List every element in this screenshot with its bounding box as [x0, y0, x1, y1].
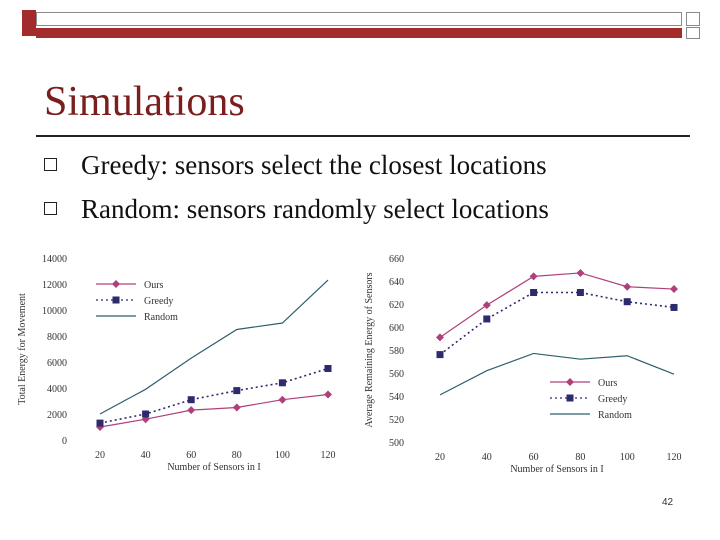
x-tick-label: 20: [95, 450, 105, 461]
data-point: [436, 333, 444, 342]
data-point: [623, 298, 631, 306]
data-point: [530, 289, 538, 296]
y-tick-label: 14000: [42, 254, 67, 265]
data-point: [233, 387, 241, 395]
y-tick-label: 540: [389, 392, 404, 403]
data-point: [142, 410, 150, 418]
slide-number: 42: [662, 497, 674, 508]
legend-marker: [112, 280, 120, 288]
y-tick-label: 560: [389, 369, 404, 380]
y-tick-label: 2000: [47, 410, 67, 421]
y-tick-label: 8000: [47, 332, 67, 343]
series-line-random: [439, 352, 675, 396]
data-point: [187, 396, 195, 404]
y-tick-label: 10000: [42, 306, 67, 317]
y-tick-label: 520: [389, 415, 404, 426]
data-point: [483, 315, 491, 323]
title-bar-corner-box: [686, 12, 700, 26]
data-point: [324, 365, 332, 372]
data-point: [529, 272, 538, 281]
x-tick-label: 100: [620, 452, 635, 463]
x-tick-label: 80: [232, 450, 242, 461]
x-tick-label: 100: [275, 450, 290, 461]
data-point: [670, 285, 678, 294]
y-tick-label: 4000: [47, 384, 67, 395]
series-ours: [96, 390, 332, 431]
y-tick-label: 0: [62, 436, 67, 447]
x-axis-label: Number of Sensors in I: [510, 464, 603, 475]
data-point: [623, 282, 632, 291]
series-greedy: [96, 365, 332, 427]
y-tick-label: 12000: [42, 280, 67, 291]
data-point: [576, 268, 585, 277]
series-line-ours: [99, 393, 329, 428]
y-tick-label: 500: [389, 438, 404, 449]
title-bar-accent: [36, 28, 682, 38]
bullet-item: Random: sensors randomly select location…: [44, 194, 549, 225]
x-tick-label: 60: [186, 450, 196, 461]
bullet-item: Greedy: sensors select the closest locat…: [44, 150, 547, 181]
title-bar-accent-left: [22, 10, 36, 36]
legend-marker: [566, 378, 574, 386]
y-tick-label: 660: [389, 254, 404, 265]
hollow-square-bullet-icon: [44, 158, 57, 172]
legend-label: Greedy: [144, 296, 173, 307]
data-point: [576, 289, 584, 296]
legend-label: Random: [598, 410, 632, 421]
legend: Ours Greedy Random: [550, 378, 632, 421]
y-axis-label: Average Remaining Energy of Sensors: [364, 272, 375, 427]
data-point: [670, 303, 678, 311]
legend-label: Ours: [598, 378, 618, 389]
y-tick-label: 600: [389, 323, 404, 334]
y-tick-label: 640: [389, 277, 404, 288]
y-axis-label: Total Energy for Movement: [17, 293, 28, 405]
title-bar-corner-box: [686, 27, 700, 39]
series-random: [439, 352, 675, 396]
legend-marker: [566, 394, 574, 402]
data-point: [278, 379, 286, 387]
series-ours: [436, 268, 678, 342]
y-tick-label: 6000: [47, 358, 67, 369]
series-line-ours: [439, 272, 675, 338]
data-point: [482, 301, 491, 310]
data-point: [187, 406, 196, 415]
data-point: [96, 419, 104, 427]
remaining-energy-chart: 500 520 540 560 580 600 620 640 660 20 40 60 80 100 12…: [364, 254, 682, 475]
data-point: [324, 390, 332, 399]
series-line-greedy: [99, 367, 329, 424]
x-tick-label: 60: [529, 452, 539, 463]
legend-label: Random: [144, 312, 178, 323]
title-bar-outline: [36, 12, 682, 26]
x-tick-label: 120: [667, 452, 682, 463]
y-tick-label: 620: [389, 300, 404, 311]
x-tick-label: 40: [141, 450, 151, 461]
data-point: [278, 395, 287, 404]
series-line-greedy: [439, 291, 675, 356]
title-underline: [36, 135, 690, 137]
series-line-random: [99, 279, 329, 415]
x-tick-label: 20: [435, 452, 445, 463]
x-tick-label: 80: [575, 452, 585, 463]
y-tick-label: 580: [389, 346, 404, 357]
hollow-square-bullet-icon: [44, 202, 57, 216]
bullet-text: Random: sensors randomly select location…: [81, 194, 549, 224]
x-axis-label: Number of Sensors in I: [167, 462, 260, 473]
legend: Ours Greedy Random: [96, 280, 178, 323]
x-tick-label: 40: [482, 452, 492, 463]
data-point: [436, 351, 444, 359]
legend-label: Greedy: [598, 394, 627, 405]
series-greedy: [436, 289, 678, 359]
legend-label: Ours: [144, 280, 164, 291]
slide-title: Simulations: [44, 79, 245, 125]
series-random: [99, 279, 329, 415]
data-point: [232, 403, 241, 412]
bullet-text: Greedy: sensors select the closest locat…: [81, 150, 547, 180]
x-tick-label: 120: [321, 450, 336, 461]
legend-marker: [112, 296, 120, 304]
energy-movement-chart: 0 2000 4000 6000 8000 10000 12000 14000 20 40 60 80…: [17, 254, 336, 473]
